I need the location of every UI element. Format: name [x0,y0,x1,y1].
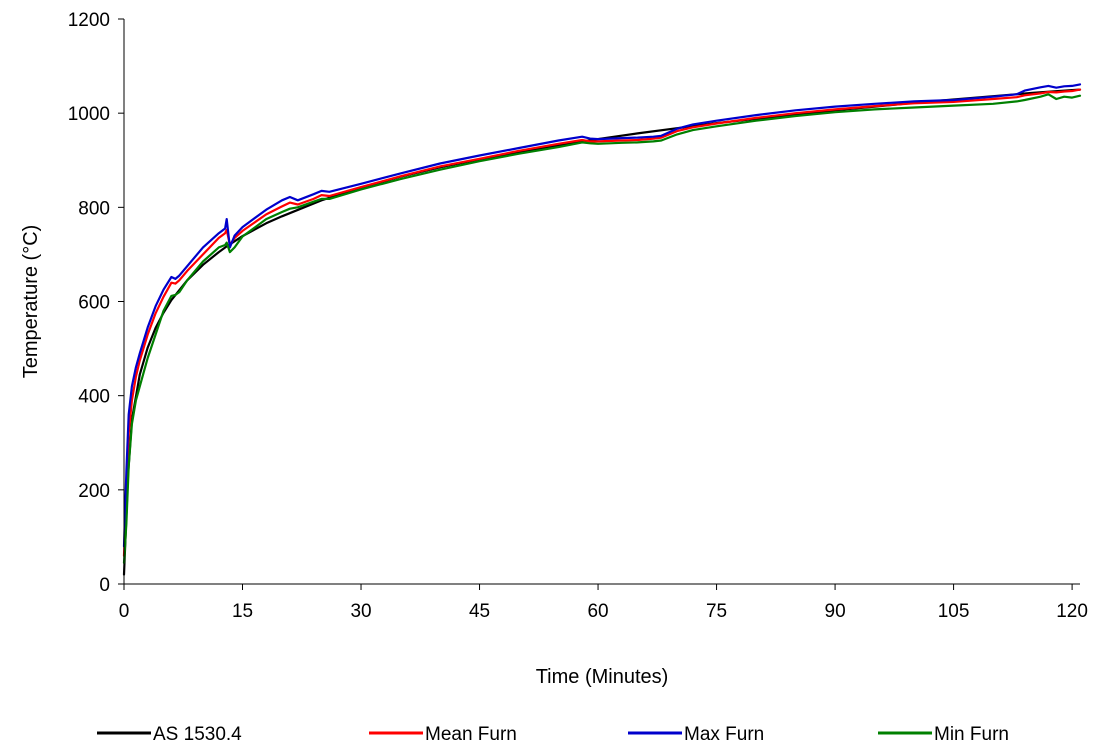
y-tick-label: 600 [78,293,110,314]
legend-item: Min Furn [878,724,1009,745]
y-axis: 0 200 400 600 800 1000 1200 [68,10,125,596]
series-line-mean-furn [122,88,1082,557]
y-tick-label: 1000 [68,104,110,125]
legend-item: Max Furn [628,724,764,745]
legend-label: AS 1530.4 [153,724,242,744]
y-tick-label: 0 [99,575,110,596]
legend-item: Mean Furn [369,724,517,745]
x-tick-label: 30 [350,601,371,622]
x-tick-label: 75 [706,601,727,622]
y-tick-label: 1200 [68,10,110,31]
x-tick-label: 45 [469,601,490,622]
x-tick-label: 120 [1056,601,1088,622]
plot-area [122,83,1082,576]
x-tick-label: 105 [938,601,970,622]
legend-label: Min Furn [934,724,1009,744]
y-tick-label: 800 [78,198,110,219]
series-line-max-furn [122,83,1082,548]
x-axis: 0 15 30 45 60 75 90 105 120 [119,583,1088,622]
x-tick-label: 90 [825,601,846,622]
y-tick-label: 400 [78,387,110,408]
x-tick-label: 60 [587,601,608,622]
legend-label: Max Furn [684,724,764,744]
y-tick-label: 200 [78,481,110,502]
legend-item: AS 1530.4 [97,724,242,745]
x-axis-title: Time (Minutes) [536,666,669,688]
x-tick-label: 0 [119,601,130,622]
series-line-min-furn [122,93,1082,564]
legend-label: Mean Furn [425,724,517,744]
legend: AS 1530.4 Mean Furn Max Furn Min Furn [97,724,1009,745]
x-tick-label: 15 [232,601,253,622]
series-line-as-1530-4 [122,88,1082,576]
y-axis-title: Temperature (°C) [20,225,42,379]
